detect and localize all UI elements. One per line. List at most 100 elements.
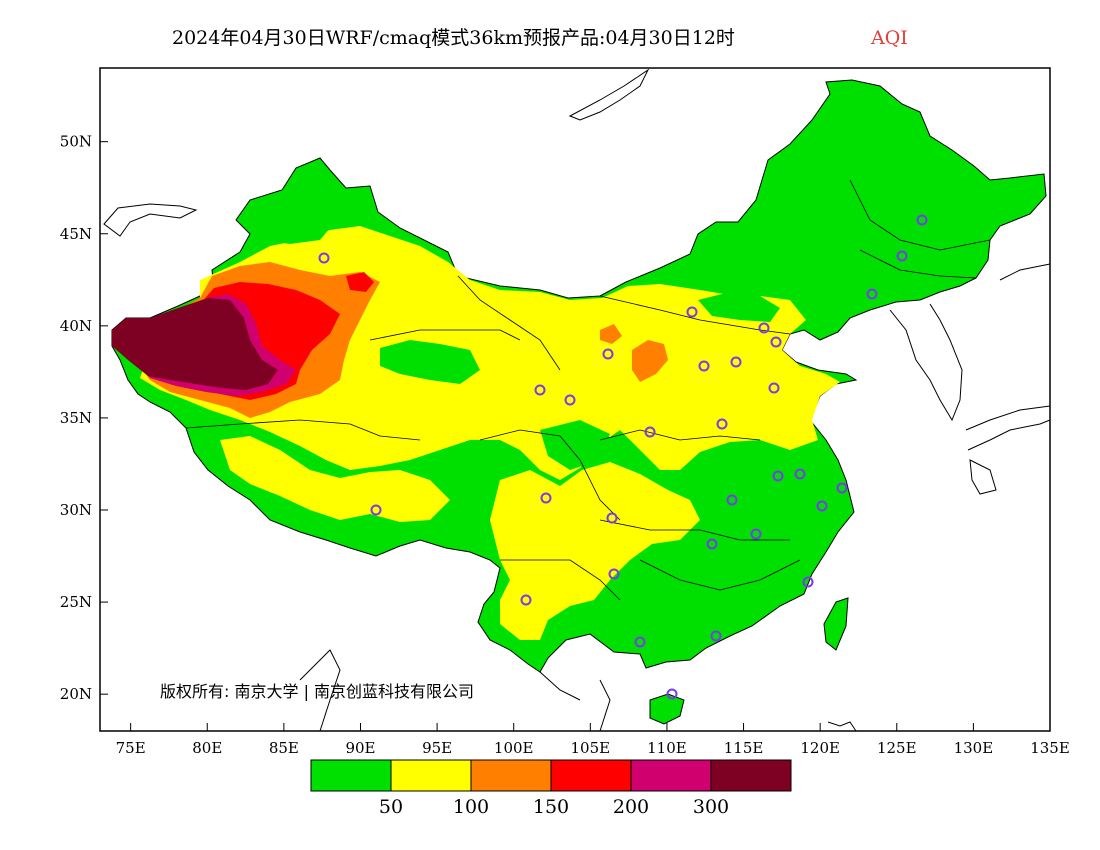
border-central: [599, 429, 761, 441]
orange-zone-ningxia: [600, 324, 622, 344]
map-panel: 版权所有: 南京大学 | 南京创蓝科技有限公司: [99, 67, 1051, 732]
india-outline: [299, 649, 341, 732]
city-marker-taiyuan: [698, 360, 710, 372]
lat-tick-label: 30N: [60, 501, 92, 519]
lat-tick-label: 20N: [60, 685, 92, 703]
city-marker-xian: [644, 426, 656, 438]
lon-tick-label: 120E: [800, 739, 840, 757]
green-patch-qinghai: [380, 340, 480, 384]
lon-tick-label: 115E: [724, 739, 764, 757]
city-marker-xining: [534, 384, 546, 396]
city-marker-beijing: [758, 322, 770, 334]
colorbar-label: 200: [613, 796, 649, 818]
colorbar-label: 50: [379, 796, 403, 818]
vietnam-outline: [539, 671, 611, 732]
city-marker-zhengzhou: [716, 418, 728, 430]
city-marker-chengdu: [540, 492, 552, 504]
korea-outline: [889, 303, 963, 422]
yellow-zone-southwest: [490, 462, 700, 640]
city-marker-chongqing: [606, 512, 618, 524]
green-patch-northeast: [698, 292, 780, 322]
longitude-axis: 75E 80E 85E 90E 95E 100E 105E 110E 115E 120E 125E 1…: [116, 723, 1070, 757]
lon-tick-label: 75E: [116, 739, 146, 757]
colorbar-label: 150: [533, 796, 569, 818]
border-yunnan: [500, 559, 621, 601]
latitude-axis: 20N 25N 30N 35N 40N 45N 50N: [60, 133, 108, 703]
city-marker-nanning: [634, 636, 646, 648]
city-marker-wuhan: [726, 494, 738, 506]
city-marker-fuzhou: [802, 576, 814, 588]
border-gansu: [457, 275, 561, 371]
copyright-text: 版权所有: 南京大学 | 南京创蓝科技有限公司: [160, 682, 474, 701]
border-innermongolia: [599, 295, 791, 335]
lon-tick-label: 110E: [647, 739, 687, 757]
city-marker-changchun: [896, 250, 908, 262]
city-marker-nanchang: [750, 528, 762, 540]
border-northeast: [849, 179, 991, 251]
lat-tick-label: 40N: [60, 317, 92, 335]
city-marker-haikou: [666, 688, 678, 700]
aqi-colorbar: 50 100 150 200 300: [310, 759, 792, 818]
city-marker-harbin: [916, 214, 928, 226]
japan-shikoku-outline: [969, 459, 997, 495]
lon-tick-label: 85E: [269, 739, 299, 757]
city-marker-yinchuan: [602, 348, 614, 360]
russia-lake-outline: [568, 68, 650, 121]
border-sichuan: [479, 429, 621, 521]
colorbar-label: 300: [693, 796, 729, 818]
lat-tick-label: 25N: [60, 593, 92, 611]
green-patch-sichuan: [540, 420, 610, 470]
city-markers: [318, 214, 928, 700]
city-marker-hefei: [772, 470, 784, 482]
city-marker-tianjin: [770, 336, 782, 348]
colorbar-swatch: [390, 759, 472, 792]
colorbar-swatch: [550, 759, 632, 792]
city-marker-guangzhou: [710, 630, 722, 642]
japan-honshu-outline: [999, 263, 1051, 281]
lon-tick-label: 135E: [1030, 739, 1070, 757]
city-marker-hohhot: [686, 306, 698, 318]
aqi-zone-unhealthy: [112, 262, 668, 418]
lon-tick-label: 100E: [494, 739, 534, 757]
city-marker-guiyang: [608, 568, 620, 580]
yellow-zone-tibet: [220, 436, 450, 522]
border-xinjiang-tibet: [185, 419, 421, 441]
colorbar-swatch: [470, 759, 552, 792]
lon-tick-label: 80E: [192, 739, 222, 757]
lon-tick-label: 130E: [954, 739, 994, 757]
province-borders: [185, 179, 991, 601]
colorbar-swatch: [310, 759, 392, 792]
taiwan-island: [823, 597, 849, 651]
philippines-outline: [827, 721, 857, 732]
city-marker-shanghai: [836, 482, 848, 494]
aqi-zone-good-patches: [250, 210, 780, 470]
lon-tick-label: 95E: [422, 739, 452, 757]
lon-tick-label: 105E: [571, 739, 611, 757]
lon-tick-label: 90E: [345, 739, 375, 757]
city-marker-lanzhou: [564, 394, 576, 406]
map-frame: [99, 67, 1051, 732]
colorbar-swatch: [710, 759, 792, 792]
maroon-zone-xinjiang: [112, 298, 278, 390]
city-marker-nanjing: [794, 468, 806, 480]
city-marker-jinan: [768, 382, 780, 394]
neighbor-coastlines: [103, 68, 1051, 732]
lat-tick-label: 35N: [60, 409, 92, 427]
colorbar-swatch: [630, 759, 712, 792]
border-heilongjiang: [859, 249, 977, 279]
lat-tick-label: 45N: [60, 225, 92, 243]
figure-variable: AQI: [870, 27, 908, 49]
lon-tick-label: 125E: [877, 739, 917, 757]
figure-title: 2024年04月30日WRF/cmaq模式36km预报产品:04月30日12时: [172, 27, 735, 49]
green-patch-dzungaria: [250, 210, 330, 244]
kazakhstan-outline: [103, 203, 198, 237]
colorbar-label: 100: [453, 796, 489, 818]
city-marker-lhasa: [370, 504, 382, 516]
city-marker-shijiazhuang: [730, 356, 742, 368]
city-marker-hangzhou: [816, 500, 828, 512]
city-marker-changsha: [706, 538, 718, 550]
city-marker-shenyang: [866, 288, 878, 300]
red-zone-turpan: [346, 272, 374, 292]
city-marker-urumqi: [318, 252, 330, 264]
